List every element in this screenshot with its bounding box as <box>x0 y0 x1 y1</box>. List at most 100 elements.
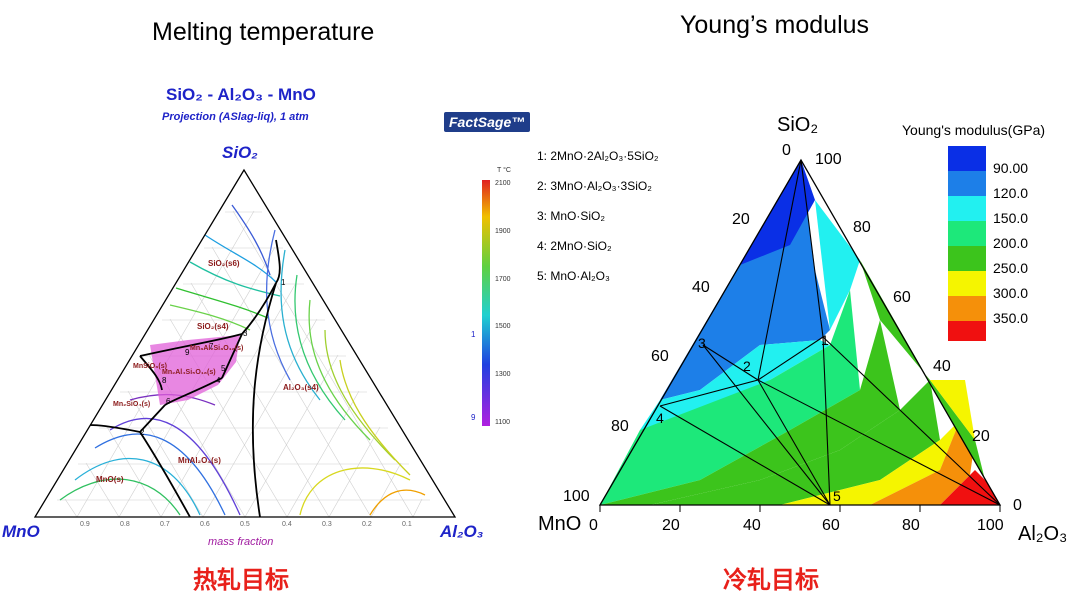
diagram-subtitle: Projection (ASlag-liq), 1 atm <box>162 111 309 123</box>
phase-label-mnsio3: MnSiO₃(s) <box>133 363 167 370</box>
legend-swatch-4 <box>948 246 986 271</box>
right-caption: 冷轧目标 <box>723 566 819 594</box>
right-left-tick: 40 <box>692 279 710 296</box>
right-right-tick: 100 <box>815 151 842 168</box>
colorbar-tick: 1100 <box>495 419 511 426</box>
left-point-label-8: 8 <box>162 376 167 385</box>
right-right-tick: 0 <box>1013 497 1022 514</box>
factsage-logo: FactSage™ <box>444 112 531 132</box>
right-point-label-3: 3 <box>698 335 706 351</box>
phase-label-mno-s: MnO(s) <box>96 475 124 484</box>
right-triangle-outline <box>598 158 1002 506</box>
phase-label-sio2-s4: SiO₂(s4) <box>197 322 229 331</box>
left-triangle-outline <box>33 168 457 518</box>
right-bottom-tick: 20 <box>662 517 680 534</box>
compound-item: 5: MnO·Al₂O₃ <box>537 269 610 283</box>
phase-label-mn3al2si3o12: Mn₃Al₂Si₃O₁₂(s) <box>190 345 244 352</box>
right-bottom-tick: 60 <box>822 517 840 534</box>
right-right-tick: 40 <box>933 358 951 375</box>
colorbar-tick: 1900 <box>495 228 511 235</box>
isotherm-contours <box>59 204 426 516</box>
phase-label-mn2al4si5o18: Mn₂Al₄Si₅O₁₈(s) <box>162 369 216 376</box>
colorbar-tick: 2100 <box>495 180 511 187</box>
legend-swatch-1 <box>948 171 986 196</box>
compound-list: 1: 2MnO·2Al₂O₃·5SiO₂ 2: 3MnO·Al₂O₃·3SiO₂… <box>537 141 659 291</box>
phase-label-mn2sio4: Mn₂SiO₄(s) <box>113 401 151 408</box>
legend-swatch-7 <box>948 321 986 341</box>
left-point-label-1: 1 <box>281 278 286 287</box>
right-vertex-top: SiO₂ <box>777 114 819 136</box>
legend-label-2: 150.0 <box>993 210 1029 226</box>
colorbar-tick: 1500 <box>495 323 511 330</box>
right-bottom-tick: 80 <box>902 517 920 534</box>
left-bottom-tick: 0.9 <box>80 521 90 528</box>
legend-label-4: 250.0 <box>993 260 1029 276</box>
right-left-tick: 80 <box>611 418 629 435</box>
right-point-label-4: 4 <box>656 410 664 426</box>
right-right-tick: 80 <box>853 219 871 236</box>
left-bottom-tick: 0.2 <box>362 521 372 528</box>
left-point-label-2: 2 <box>140 428 145 437</box>
vertex-right-al2o3: Al₂O₃ <box>440 522 484 541</box>
legend-swatch-6 <box>948 296 986 321</box>
phase-label-mnal2o4: MnAl₂O₄(s) <box>178 456 221 465</box>
vertex-left-mno: MnO <box>2 522 40 541</box>
left-panel-title: Melting temperature <box>152 18 375 46</box>
left-point-label-5: 5 <box>221 364 226 373</box>
left-point-label-4: 4 <box>216 376 221 385</box>
right-left-tick: 60 <box>651 348 669 365</box>
left-bottom-tick: 0.5 <box>240 521 250 528</box>
right-left-tick: 20 <box>732 211 750 228</box>
left-bottom-tick: 0.8 <box>120 521 130 528</box>
compound-item: 2: 3MnO·Al₂O₃·3SiO₂ <box>537 179 652 193</box>
legend-swatch-0 <box>948 146 986 171</box>
target-region <box>150 335 240 405</box>
colorbar-tick: 1300 <box>495 371 511 378</box>
left-bottom-tick: 0.1 <box>402 521 412 528</box>
right-point-label-5: 5 <box>833 488 841 504</box>
legend-label-1: 120.0 <box>993 185 1029 201</box>
left-bottom-tick: 0.4 <box>282 521 292 528</box>
right-bottom-tick: 100 <box>977 517 1004 534</box>
right-point-label-2: 2 <box>743 358 751 374</box>
legend-swatch-2 <box>948 196 986 221</box>
colorbar-marker-upper: 1 <box>471 330 476 339</box>
right-vertex-left: MnO <box>538 513 582 535</box>
right-bottom-tick: 40 <box>743 517 761 534</box>
left-point-label-6: 6 <box>166 397 171 406</box>
left-bottom-tick: 0.3 <box>322 521 332 528</box>
temperature-colorbar <box>482 180 490 426</box>
right-vertex-right: Al₂O₃ <box>1018 523 1068 545</box>
vertex-top-sio2: SiO₂ <box>222 143 258 162</box>
phase-boundaries <box>89 239 281 518</box>
right-tie-lines <box>659 159 1001 506</box>
right-right-tick: 60 <box>893 289 911 306</box>
phase-label-sio2-s6: SiO₂(s6) <box>208 259 240 268</box>
right-right-tick: 20 <box>972 428 990 445</box>
left-bottom-tick: 0.7 <box>160 521 170 528</box>
left-point-label-9: 9 <box>185 348 190 357</box>
colorbar-marker-lower: 9 <box>471 413 476 422</box>
right-left-tick: 0 <box>782 142 791 159</box>
right-left-tick: 100 <box>563 488 590 505</box>
left-ternary-grid <box>57 210 430 518</box>
left-point-label-3: 3 <box>243 329 248 338</box>
left-bottom-tick: 0.6 <box>200 521 210 528</box>
legend-label-5: 300.0 <box>993 285 1029 301</box>
legend-label-3: 200.0 <box>993 235 1029 251</box>
right-point-label-1: 1 <box>821 332 829 348</box>
right-panel-title: Young’s modulus <box>680 11 870 39</box>
legend-label-6: 350.0 <box>993 310 1029 326</box>
left-point-label-7: 7 <box>209 342 214 351</box>
legend-swatch-3 <box>948 221 986 246</box>
mass-fraction-label: mass fraction <box>208 536 274 548</box>
compound-item: 3: MnO·SiO₂ <box>537 209 606 223</box>
right-bottom-tick: 0 <box>589 517 598 534</box>
colorbar-unit: T °C <box>497 167 511 174</box>
left-caption: 热轧目标 <box>193 566 289 594</box>
colorbar-tick: 1700 <box>495 276 511 283</box>
youngs-legend-title: Young's modulus(GPa) <box>902 122 1046 138</box>
diagram-title: SiO₂ - Al₂O₃ - MnO <box>166 85 316 104</box>
compound-item: 1: 2MnO·2Al₂O₃·5SiO₂ <box>537 149 659 163</box>
